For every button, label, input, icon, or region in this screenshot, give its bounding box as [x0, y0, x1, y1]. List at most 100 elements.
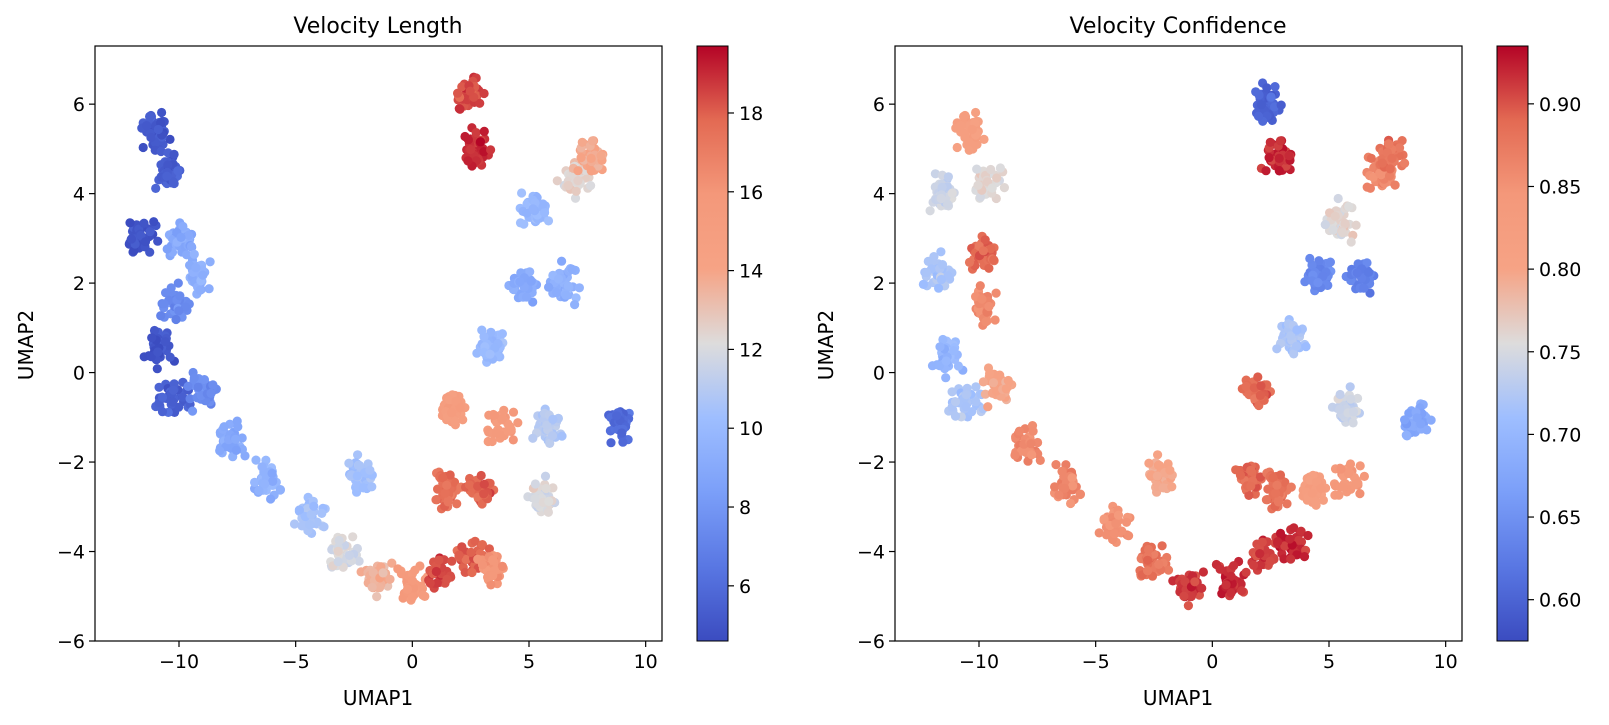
scatter-point [486, 327, 496, 337]
scatter-point [140, 237, 151, 247]
scatter-point [515, 277, 525, 287]
scatter-point [513, 418, 523, 428]
scatter-point [1345, 382, 1355, 392]
y-tick-label: −4 [57, 542, 85, 564]
scatter-point [1282, 499, 1292, 509]
scatter-point [275, 485, 285, 495]
scatter-point [1261, 166, 1271, 176]
scatter-point [171, 314, 181, 325]
scatter-point [471, 128, 481, 138]
scatter-point [487, 436, 497, 447]
scatter-point [547, 431, 558, 441]
y-tick-label: 4 [73, 184, 85, 206]
colorbar-tick-label: 10 [739, 418, 763, 440]
scatter-point [964, 257, 975, 267]
scatter-point [995, 163, 1006, 173]
scatter-point [454, 550, 464, 560]
scatter-point [1264, 153, 1274, 163]
scatter-point [934, 361, 945, 371]
colorbar-tick-label: 0.75 [1539, 342, 1581, 364]
scatter-point [967, 124, 977, 135]
scatter-point [943, 271, 953, 281]
scatter-point [557, 256, 567, 266]
scatter-point [1280, 541, 1290, 551]
scatter-point [195, 285, 205, 295]
scatter-point [1310, 496, 1320, 506]
scatter-point [936, 247, 946, 257]
scatter-point [1276, 100, 1286, 110]
scatter-point [475, 98, 485, 108]
y-tick-label: 0 [873, 363, 885, 385]
scatter-point [442, 574, 452, 584]
scatter-point [1235, 470, 1246, 480]
scatter-point [952, 142, 962, 153]
scatter-point [1167, 482, 1177, 492]
scatter-point [1330, 211, 1340, 221]
scatter-point [586, 153, 596, 163]
scatter-point [1237, 586, 1247, 596]
x-tick-label: 10 [634, 651, 658, 673]
scatter-point [1068, 481, 1078, 491]
scatter-point [949, 346, 959, 356]
scatter-point [305, 520, 315, 530]
scatter-point [1256, 100, 1266, 110]
scatter-point [489, 410, 499, 420]
scatter-point [950, 397, 961, 407]
scatter-point [367, 482, 377, 492]
scatter-point [368, 568, 378, 578]
scatter-point [146, 352, 156, 362]
scatter-point [231, 434, 241, 444]
scatter-point [1275, 528, 1286, 539]
scatter-point [1296, 526, 1306, 536]
y-axis-ticks: −6 −4 −2 0 2 4 6 [57, 94, 95, 653]
scatter-point [567, 264, 577, 274]
scatter-point [186, 241, 196, 252]
scatter-point [941, 356, 951, 366]
scatter-point [923, 256, 933, 266]
scatter-point [175, 291, 185, 301]
scatter-point [452, 499, 462, 509]
scatter-point [959, 111, 969, 122]
scatter-point [1027, 450, 1037, 460]
chart-title: Velocity Confidence [1070, 14, 1287, 39]
scatter-point [488, 571, 498, 581]
scatter-point [528, 204, 538, 214]
scatter-point [1275, 470, 1286, 480]
scatter-point [165, 352, 175, 362]
scatter-point [964, 145, 974, 155]
x-axis-ticks: −10 −5 0 5 10 [159, 641, 658, 673]
scatter-point [521, 292, 532, 302]
scatter-point [947, 387, 957, 397]
scatter-point [1094, 528, 1104, 538]
scatter-point [365, 465, 375, 475]
scatter-point [1061, 460, 1071, 470]
scatter-point [1338, 228, 1348, 238]
scatter-point [497, 561, 507, 572]
scatter-point [1157, 541, 1167, 551]
scatter-point [1426, 415, 1436, 425]
scatter-point [1051, 460, 1061, 470]
scatter-point [1255, 390, 1265, 400]
scatter-point [312, 517, 322, 527]
scatter-point [189, 249, 199, 259]
scatter-point [168, 397, 178, 407]
scatter-point [1270, 82, 1280, 92]
x-tick-label: −10 [959, 651, 999, 673]
scatter-point [918, 279, 929, 289]
scatter-point [1154, 460, 1164, 470]
scatter-point [1190, 577, 1200, 587]
scatter-point [1246, 465, 1256, 475]
scatter-point [161, 288, 171, 298]
scatter-point [168, 177, 178, 187]
colorbar-tick-label: 0.60 [1539, 590, 1581, 612]
scatter-point [1221, 580, 1231, 590]
scatter-point [1397, 136, 1407, 146]
scatter-point [385, 574, 395, 584]
colorbar [696, 45, 729, 642]
scatter-point [1261, 495, 1271, 505]
scatter-point [309, 501, 319, 511]
scatter-point [987, 183, 997, 193]
scatter-point [457, 542, 467, 552]
scatter-point [396, 569, 406, 579]
scatter-point [587, 136, 598, 146]
